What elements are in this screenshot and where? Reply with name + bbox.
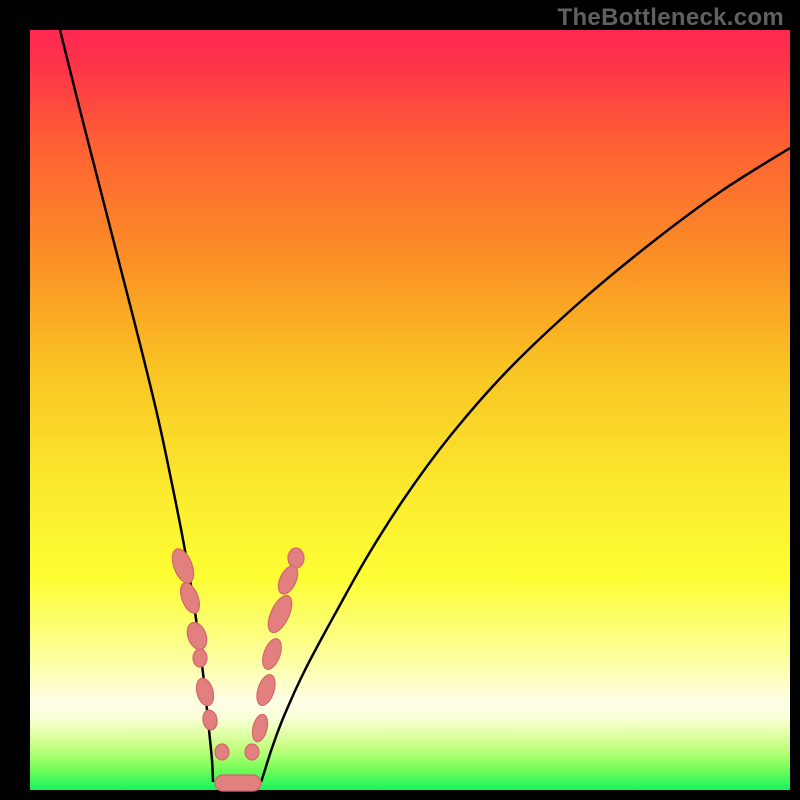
plot-background [30, 30, 790, 790]
scatter-point [245, 744, 259, 760]
scatter-point [193, 649, 207, 667]
bottleneck-chart [0, 0, 800, 800]
scatter-point [215, 744, 229, 760]
scatter-point [288, 548, 304, 568]
chart-frame: TheBottleneck.com [0, 0, 800, 800]
scatter-bar [215, 775, 261, 791]
